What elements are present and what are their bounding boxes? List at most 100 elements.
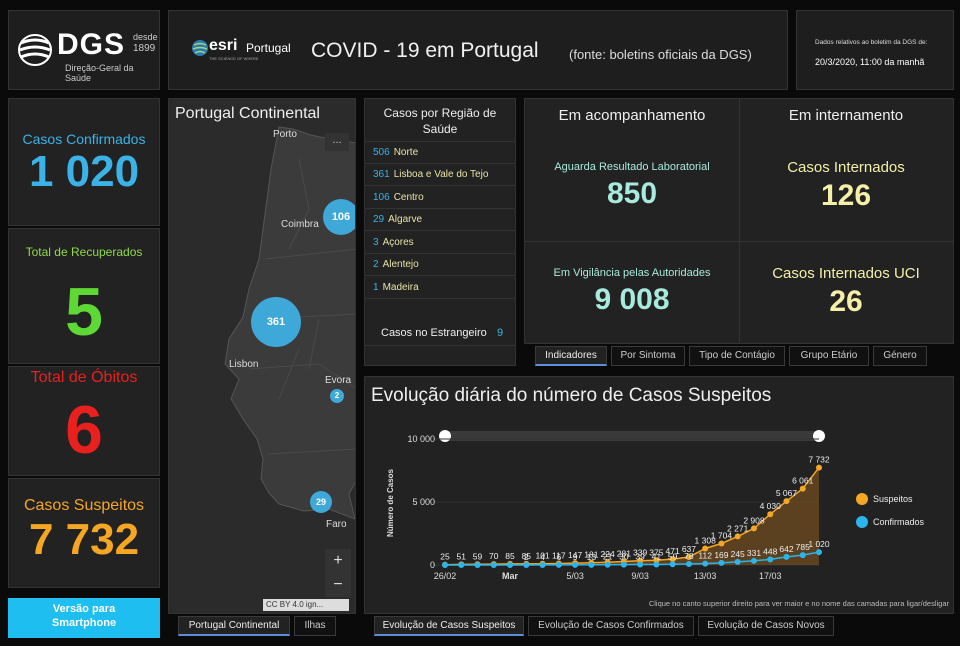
region-row[interactable]: 2 Alentejo [365, 254, 515, 276]
data-label-confirmados: 112 [698, 551, 712, 561]
suspects-area [445, 467, 819, 565]
region-row[interactable]: 3 Açores [365, 232, 515, 254]
dgs-logo-text: DGS [57, 28, 126, 61]
data-label-suspeitos: 147 [568, 550, 582, 560]
date-label: Dados relativos ao boletim da DGS de: [815, 39, 928, 46]
tab-genero[interactable]: Género [873, 346, 927, 366]
chart-note: Clique no canto superior direito para ve… [648, 599, 949, 608]
data-label-confirmados: 30 [619, 552, 629, 562]
data-label-confirmados: 41 [652, 551, 662, 561]
surveillance-value: 9 008 [594, 283, 670, 316]
data-point-suspeitos [669, 556, 676, 563]
map-label-evora: Evora [325, 375, 352, 386]
confirmed-value: 1 020 [28, 147, 140, 196]
tab-grupo-etario[interactable]: Grupo Etário [789, 346, 869, 366]
tab-por-sintoma[interactable]: Por Sintoma [611, 346, 685, 366]
tab-indicadores[interactable]: Indicadores [535, 346, 607, 366]
deaths-label: Total de Óbitos [30, 369, 138, 386]
map-attribution[interactable]: CC BY 4.0 ign... [263, 599, 349, 611]
esri-portugal-text: Portugal [246, 41, 291, 55]
region-name: Lisboa e Vale do Tejo [393, 169, 489, 180]
region-count: 361 [373, 169, 390, 180]
data-point-suspeitos [799, 485, 806, 492]
legend-dot-suspeitos [856, 493, 868, 505]
regions-title: Casos por Região de Saúde [383, 106, 497, 136]
region-row[interactable]: 29 Algarve [365, 209, 515, 231]
tab-tipo-contagio[interactable]: Tipo de Contágio [689, 346, 785, 366]
data-label-confirmados: 78 [684, 551, 694, 561]
bubble-alentejo[interactable]: 2 [330, 389, 344, 403]
data-point-confirmados [637, 561, 644, 568]
tab-evolucao-novos[interactable]: Evolução de Casos Novos [698, 616, 834, 636]
data-point-confirmados [474, 562, 481, 568]
data-label-suspeitos: 25 [440, 552, 450, 562]
tab-evolucao-confirmados[interactable]: Evolução de Casos Confirmados [528, 616, 694, 636]
data-label-suspeitos: 471 [666, 546, 680, 556]
icu-label: Casos Internados UCI [772, 265, 920, 282]
region-name: Algarve [388, 214, 423, 225]
x-tick-label: 17/03 [759, 571, 782, 581]
data-label-suspeitos: 1 308 [695, 536, 717, 546]
x-tick-label: 9/03 [631, 571, 649, 581]
data-label-suspeitos: 224 [601, 549, 615, 559]
data-point-confirmados [702, 560, 709, 567]
region-count: 506 [373, 147, 390, 158]
y-tick-label: 0 [430, 560, 435, 570]
tab-ilhas[interactable]: Ilhas [294, 616, 336, 636]
data-point-confirmados [816, 549, 822, 556]
data-point-suspeitos [783, 498, 790, 505]
bubble-algarve[interactable]: 29 [310, 491, 332, 513]
dgs-subtitle: Direção-Geral da Saúde [65, 63, 134, 83]
recovered-label: Total de Recuperados [25, 245, 143, 259]
data-point-confirmados [669, 561, 676, 568]
region-count: 1 [373, 282, 379, 293]
suspects-chart[interactable]: 0 5 000 10 000 Número de Casos 26/02 Mar 5/03 9… [365, 417, 953, 613]
date-value: 20/3/2020, 11:00 da manhã [815, 57, 925, 67]
x-tick-label: 26/02 [434, 571, 457, 581]
bubble-lisboa[interactable]: 361 [251, 297, 301, 347]
portugal-map[interactable] [169, 99, 356, 614]
map-menu-icon[interactable]: ... [325, 133, 349, 151]
hospital-title: Em internamento [788, 107, 904, 124]
map-panel[interactable]: ... Portugal Continental Porto Coimbra L… [168, 98, 356, 614]
data-label-suspeitos: 4 030 [760, 501, 782, 511]
legend-label-confirmados: Confirmados [873, 517, 925, 527]
zoom-out-button[interactable]: − [325, 573, 351, 597]
region-row[interactable]: 106 Centro [365, 187, 515, 209]
bubble-centro[interactable]: 106 [323, 199, 355, 235]
data-label-suspeitos: 85 [522, 551, 532, 561]
data-label-suspeitos: 281 [617, 548, 631, 558]
data-label-confirmados: 13 [587, 552, 597, 562]
y-tick-label: 10 000 [407, 434, 435, 444]
data-point-confirmados [734, 558, 741, 565]
chart-panel: Evolução diária do número de Casos Suspe… [364, 376, 954, 614]
region-row[interactable]: 506 Norte [365, 142, 515, 164]
chart-title: Evolução diária do número de Casos Suspe… [371, 385, 772, 406]
data-label-suspeitos: 70 [489, 551, 499, 561]
data-point-confirmados [539, 561, 546, 568]
hospitalized-label: Casos Internados [787, 159, 905, 176]
tab-evolucao-suspeitos[interactable]: Evolução de Casos Suspeitos [374, 616, 524, 636]
monitoring-title: Em acompanhamento [558, 107, 706, 124]
dgs-logo-panel: DGS desde 1899 Direção-Geral da Saúde [8, 10, 160, 90]
esri-logo-text: esri [209, 37, 238, 54]
region-count: 2 [373, 259, 379, 270]
data-label-suspeitos: 101 [535, 551, 549, 561]
dgs-globe-icon [18, 34, 52, 66]
zoom-in-button[interactable]: + [325, 549, 351, 573]
y-axis-label: Número de Casos [386, 468, 395, 537]
smartphone-version-button[interactable]: Versão para Smartphone [8, 598, 160, 638]
region-row[interactable]: 361 Lisboa e Vale do Tejo [365, 164, 515, 186]
map-label-lisbon: Lisbon [229, 359, 259, 370]
region-row[interactable]: 1 Madeira [365, 277, 515, 299]
recovered-card: Total de Recuperados 5 [8, 228, 160, 364]
data-label-confirmados: 9 [573, 552, 578, 562]
dgs-since-top: desde [133, 32, 158, 42]
date-panel: Dados relativos ao boletim da DGS de: 20… [796, 10, 954, 90]
tab-portugal-continental[interactable]: Portugal Continental [178, 616, 290, 636]
data-point-confirmados [604, 561, 611, 568]
data-point-confirmados [799, 552, 806, 559]
regions-panel: Casos por Região de Saúde 506 Norte 361 Li… [364, 98, 516, 366]
page-title: COVID - 19 em Portugal [311, 39, 539, 62]
region-name: Açores [382, 237, 414, 248]
